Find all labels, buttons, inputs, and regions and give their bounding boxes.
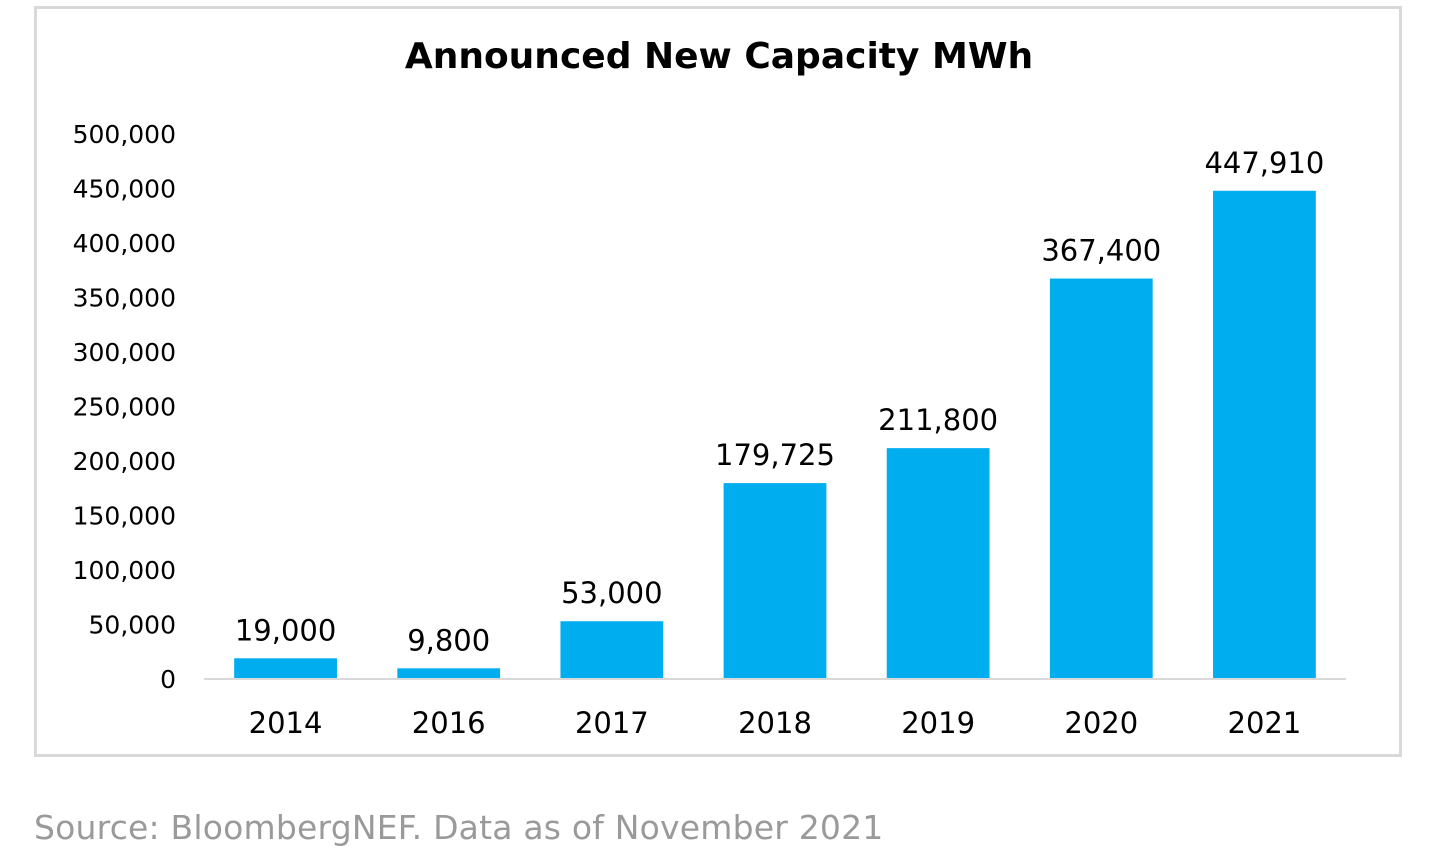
x-tick-label: 2021 bbox=[1228, 706, 1302, 740]
x-tick-label: 2018 bbox=[738, 706, 812, 740]
chart-frame bbox=[34, 6, 1402, 757]
y-tick-label: 400,000 bbox=[73, 229, 176, 258]
data-label-2019: 211,800 bbox=[878, 403, 998, 437]
x-tick-label: 2019 bbox=[901, 706, 975, 740]
data-label-2017: 53,000 bbox=[561, 576, 662, 610]
data-label-2016: 9,800 bbox=[407, 623, 490, 657]
data-label-2020: 367,400 bbox=[1041, 234, 1161, 268]
bar-2018 bbox=[723, 483, 827, 679]
y-tick-label: 0 bbox=[160, 665, 176, 694]
bar-2017 bbox=[560, 621, 664, 679]
y-tick-label: 300,000 bbox=[73, 338, 176, 367]
y-tick-label: 200,000 bbox=[73, 447, 176, 476]
y-tick-label: 50,000 bbox=[89, 611, 176, 640]
bar-2020 bbox=[1049, 278, 1153, 679]
bar-2014 bbox=[234, 658, 337, 679]
data-label-2021: 447,910 bbox=[1204, 146, 1324, 180]
y-tick-label: 150,000 bbox=[73, 502, 176, 531]
x-tick-label: 2014 bbox=[249, 706, 323, 740]
bar-2019 bbox=[886, 448, 990, 679]
x-tick-label: 2020 bbox=[1064, 706, 1138, 740]
x-tick-label: 2016 bbox=[412, 706, 486, 740]
data-label-2018: 179,725 bbox=[715, 438, 835, 472]
bar-2016 bbox=[397, 668, 501, 679]
y-tick-label: 500,000 bbox=[73, 120, 176, 149]
y-tick-label: 350,000 bbox=[73, 284, 176, 313]
bars bbox=[234, 190, 1316, 679]
y-tick-label: 100,000 bbox=[73, 556, 176, 585]
bar-2021 bbox=[1213, 190, 1316, 679]
data-labels: 19,000 9,800 53,000 179,725 211,800 367,400 44… bbox=[235, 146, 1325, 658]
source-note: Source: BloombergNEF. Data as of Novembe… bbox=[34, 808, 884, 847]
x-tick-label: 2017 bbox=[575, 706, 649, 740]
y-axis-tick-labels: 0 50,000 100,000 150,000 200,000 250,000 300,0… bbox=[73, 120, 176, 694]
y-tick-label: 450,000 bbox=[73, 175, 176, 204]
y-tick-label: 250,000 bbox=[73, 393, 176, 422]
x-axis-tick-labels: 2014 2016 2017 2018 2019 2020 2021 bbox=[249, 706, 1302, 740]
chart-title: Announced New Capacity MWh bbox=[405, 36, 1033, 77]
data-label-2014: 19,000 bbox=[235, 613, 336, 647]
